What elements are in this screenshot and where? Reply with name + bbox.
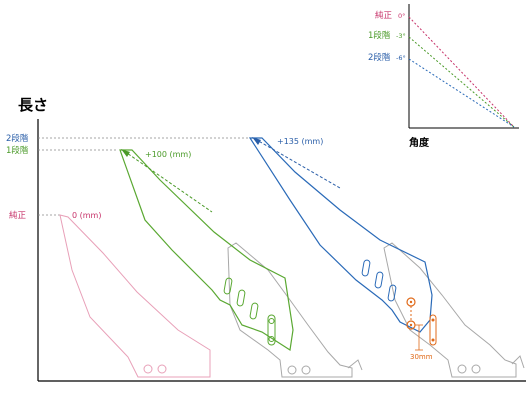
base1-hole-2 bbox=[301, 365, 311, 375]
step1-plate bbox=[119, 149, 294, 352]
stock-hole-2 bbox=[157, 364, 167, 374]
angle-inset: 純正 0° 1段階 -3° 2段階 -6° 角度 bbox=[368, 4, 519, 149]
step2-plate bbox=[248, 137, 433, 333]
base-bracket-1-outline bbox=[227, 242, 353, 378]
base2-hole-2 bbox=[471, 364, 481, 374]
inset-label-step1: 1段階 bbox=[368, 30, 391, 41]
step1-slot-1 bbox=[223, 277, 233, 295]
annotation-step1: +100 (mm) bbox=[145, 150, 191, 159]
y-axis-title: 長さ bbox=[18, 96, 48, 114]
inset-label-stock: 純正 bbox=[375, 10, 393, 21]
level-label-step2: 2段階 bbox=[6, 133, 29, 144]
step2-plate-outline bbox=[248, 137, 433, 333]
slot-rail-top bbox=[431, 318, 435, 322]
step1-plate-outline bbox=[119, 149, 294, 352]
inset-angle-stock: 0° bbox=[398, 12, 405, 20]
step1-extension-arrow-line bbox=[123, 150, 213, 213]
annotation-slot: 30mm bbox=[410, 353, 433, 361]
inset-label-step2: 2段階 bbox=[368, 52, 391, 63]
level-label-stock: 純正 bbox=[9, 210, 27, 221]
step2-extension-arrow-line bbox=[254, 138, 341, 189]
slot-rail bbox=[429, 314, 437, 346]
step1-slot-3 bbox=[249, 302, 259, 320]
annotation-step2: +135 (mm) bbox=[277, 137, 323, 146]
step1-slot-hole-bottom bbox=[268, 336, 275, 342]
slot-bolt-bottom-center bbox=[409, 323, 413, 327]
level-label-step1: 1段階 bbox=[6, 145, 29, 156]
inset-angle-step1: -3° bbox=[396, 32, 406, 40]
inset-angle-step2: -6° bbox=[396, 54, 406, 62]
stock-plate-outline bbox=[59, 214, 211, 378]
slot-detail bbox=[406, 297, 437, 351]
step2-slot-2 bbox=[374, 271, 384, 289]
base1-tab bbox=[347, 359, 363, 371]
base-bracket-2 bbox=[383, 242, 525, 378]
step2-arrowhead bbox=[252, 137, 261, 145]
step1-slot-hole-top bbox=[268, 318, 275, 324]
base2-hole-1 bbox=[457, 364, 467, 374]
base-bracket-1 bbox=[227, 242, 363, 378]
step1-slot-2 bbox=[236, 289, 246, 307]
inset-line-stock bbox=[408, 16, 515, 128]
base1-hole-1 bbox=[287, 365, 297, 375]
inset-x-title: 角度 bbox=[409, 136, 430, 149]
slot-bolt-top-center bbox=[409, 300, 413, 304]
step1-arrowhead bbox=[121, 149, 130, 157]
annotation-stock: 0 (mm) bbox=[72, 211, 101, 220]
base2-tab bbox=[511, 355, 525, 369]
base-bracket-2-outline bbox=[383, 242, 517, 378]
step2-slot-1 bbox=[361, 259, 371, 277]
slot-rail-bottom bbox=[431, 338, 435, 342]
inset-line-step1 bbox=[408, 36, 515, 128]
stock-plate bbox=[59, 214, 211, 378]
stock-hole-1 bbox=[143, 364, 153, 374]
inset-line-step2 bbox=[408, 58, 515, 128]
step2-slot-3 bbox=[387, 284, 397, 302]
step1-adjust-slot bbox=[267, 314, 276, 346]
